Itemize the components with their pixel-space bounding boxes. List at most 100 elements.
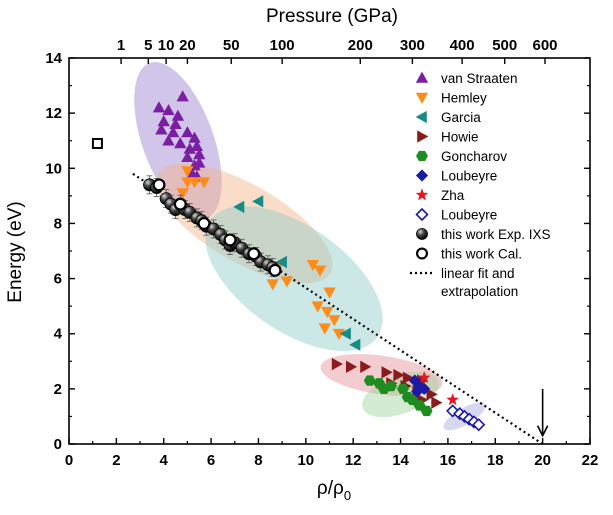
y-tick-label: 6 [54, 271, 62, 288]
top-tick-label: 500 [492, 37, 517, 54]
data-point [268, 263, 282, 277]
data-point [188, 131, 201, 143]
x-axis-title: ρ/ρ0 [317, 478, 351, 503]
data-point [181, 166, 194, 178]
data-point [311, 301, 324, 313]
x-tick-label: 22 [582, 452, 599, 469]
data-point [233, 200, 245, 214]
data-point [162, 134, 175, 146]
data-point [331, 357, 343, 371]
legend-marker [415, 92, 429, 104]
data-point [176, 188, 189, 200]
legend-label: Howie [441, 130, 479, 145]
legend-marker [415, 247, 429, 260]
highlight-region [155, 163, 333, 284]
legend-label: linear fit and [441, 266, 515, 281]
y-tick-label: 0 [54, 436, 62, 453]
data-point [223, 233, 237, 247]
data-point [320, 306, 334, 318]
x-tick-label: 0 [65, 452, 73, 469]
data-point [193, 148, 206, 160]
data-points [91, 90, 549, 438]
data-point [157, 115, 170, 127]
data-point [349, 338, 361, 351]
data-point [339, 327, 351, 340]
data-point [176, 90, 189, 102]
data-point [266, 279, 279, 291]
top-tick-label: 1 [117, 37, 125, 54]
arrow-head [536, 425, 549, 438]
data-point [393, 368, 405, 382]
legend-label: this work Cal. [441, 247, 522, 262]
data-point [328, 315, 341, 327]
fit-line [132, 172, 544, 445]
x-tick-label: 6 [207, 452, 215, 469]
data-point [174, 137, 187, 149]
data-point [472, 418, 486, 432]
top-tick-label: 200 [348, 37, 373, 54]
legend-marker [415, 169, 429, 182]
x-tick-label: 4 [160, 452, 169, 469]
legend-label: Garcia [441, 110, 481, 125]
legend-label: Hemley [441, 91, 487, 106]
top-tick-label: 300 [400, 37, 425, 54]
top-tick-label: 10 [158, 37, 175, 54]
data-point [197, 177, 211, 189]
data-point [188, 177, 201, 189]
data-point [411, 385, 424, 398]
legend-marker [416, 228, 428, 240]
data-point [181, 150, 194, 163]
data-point [169, 117, 182, 129]
data-point [152, 101, 166, 113]
top-tick-label: 50 [223, 37, 240, 54]
top-tick-label: 20 [179, 37, 196, 54]
data-point [306, 259, 320, 272]
legend-marker [415, 207, 429, 222]
data-point [446, 393, 460, 406]
legend-label: Goncharov [441, 149, 507, 164]
data-point [431, 396, 443, 409]
top-axis-title: Pressure (GPa) [266, 6, 398, 27]
legend-marker [416, 150, 428, 162]
data-point [190, 139, 204, 152]
y-tick-label: 8 [54, 215, 62, 232]
data-point [252, 195, 264, 208]
fit-line-layer [132, 172, 544, 445]
legend-marker [415, 71, 429, 83]
data-point [381, 366, 393, 379]
data-point [318, 323, 331, 335]
x-tick-label: 16 [440, 452, 457, 469]
legend-marker [415, 188, 429, 201]
data-point [346, 360, 358, 373]
x-axis-title-subscript: 0 [344, 488, 351, 503]
data-point [360, 360, 372, 373]
legend-label: van Straaten [441, 71, 518, 86]
data-point [173, 197, 187, 211]
data-point [197, 216, 211, 230]
data-point [155, 123, 168, 135]
data-point [275, 255, 287, 269]
legend-marker [415, 110, 427, 124]
square-marker [91, 137, 103, 149]
top-tick-label: 400 [450, 37, 475, 54]
legend-label: extrapolation [441, 284, 518, 299]
data-point [402, 371, 414, 385]
top-tick-label: 100 [270, 37, 295, 54]
top-tick-label: 600 [532, 37, 557, 54]
x-tick-label: 10 [297, 452, 314, 469]
highlight-regions [134, 62, 486, 431]
x-tick-label: 2 [112, 452, 120, 469]
y-tick-label: 12 [45, 105, 62, 122]
data-point [420, 405, 433, 417]
y-tick-label: 14 [45, 50, 62, 67]
data-point [171, 109, 185, 121]
data-point [167, 126, 180, 138]
legend-label: Loubeyre [441, 169, 497, 184]
data-point [152, 178, 166, 192]
x-tick-label: 20 [534, 452, 551, 469]
legend: van Straaten Hemley Garcia Howie Goncharov Lo… [410, 71, 551, 299]
x-tick-label: 8 [254, 452, 262, 469]
data-point [401, 391, 414, 403]
